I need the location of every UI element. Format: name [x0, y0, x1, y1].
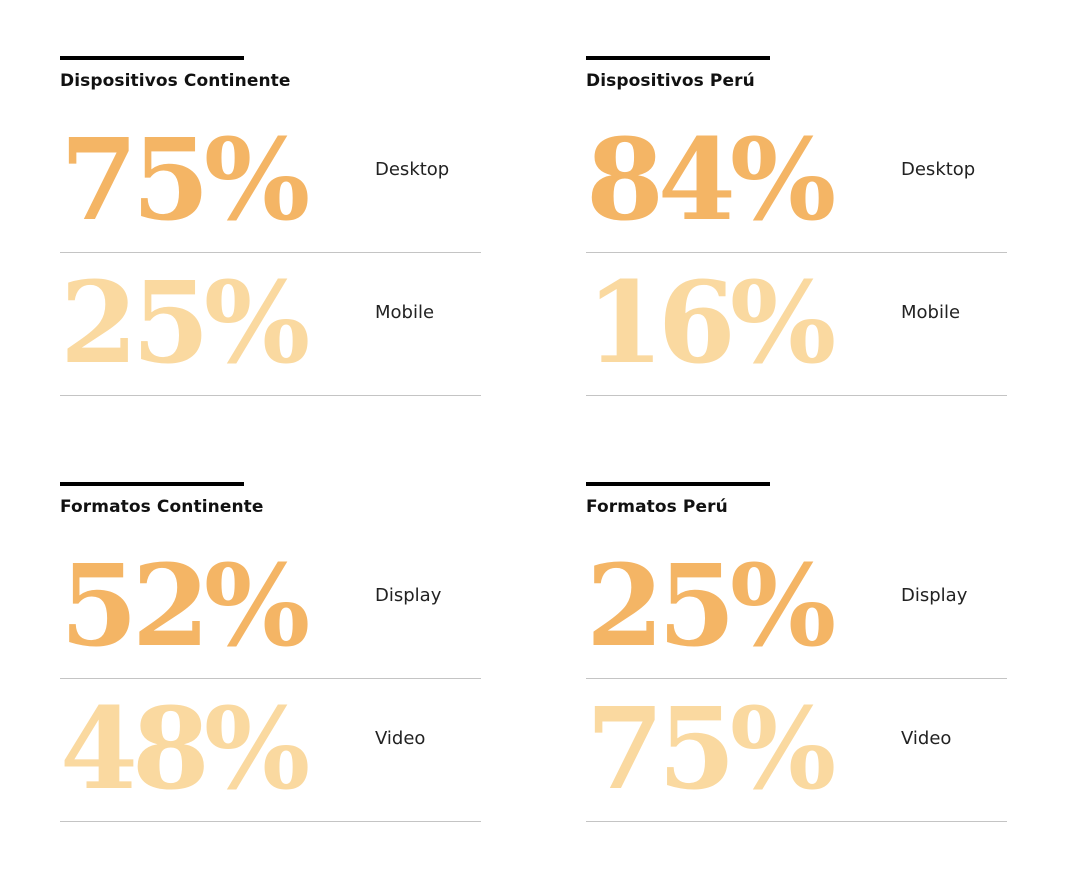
panel-title: Dispositivos Continente — [60, 71, 291, 91]
stat-value: 75% — [586, 684, 836, 815]
panel-rule — [60, 56, 244, 60]
row-divider — [586, 395, 1007, 396]
stat-value: 48% — [60, 684, 310, 815]
stat-label: Display — [901, 585, 968, 606]
stat-row-desktop: 84% Desktop — [586, 110, 1007, 253]
stat-row-desktop: 75% Desktop — [60, 110, 481, 253]
row-divider — [60, 821, 481, 822]
stat-label: Video — [901, 728, 952, 749]
row-divider — [586, 821, 1007, 822]
stat-value: 84% — [586, 115, 836, 246]
panel-rule — [60, 482, 244, 486]
stat-value: 25% — [60, 258, 310, 389]
stat-value: 16% — [586, 258, 836, 389]
stat-label: Desktop — [375, 159, 450, 180]
row-divider — [586, 678, 1007, 679]
panel-title: Formatos Perú — [586, 497, 728, 517]
stat-row-mobile: 25% Mobile — [60, 253, 481, 396]
panel-title: Dispositivos Perú — [586, 71, 755, 91]
stat-row-mobile: 16% Mobile — [586, 253, 1007, 396]
stat-row-display: 25% Display — [586, 536, 1007, 679]
stat-value: 75% — [60, 115, 310, 246]
row-divider — [60, 252, 481, 253]
panel-rule — [586, 56, 770, 60]
stat-label: Desktop — [901, 159, 976, 180]
stat-value: 25% — [586, 541, 836, 672]
stat-row-video: 75% Video — [586, 679, 1007, 822]
stat-value: 52% — [60, 541, 310, 672]
stat-label: Display — [375, 585, 442, 606]
stat-row-video: 48% Video — [60, 679, 481, 822]
stat-row-display: 52% Display — [60, 536, 481, 679]
row-divider — [60, 678, 481, 679]
stat-label: Video — [375, 728, 426, 749]
stat-label: Mobile — [375, 302, 435, 323]
row-divider — [60, 395, 481, 396]
row-divider — [586, 252, 1007, 253]
panel-rule — [586, 482, 770, 486]
stat-label: Mobile — [901, 302, 961, 323]
panel-title: Formatos Continente — [60, 497, 264, 517]
